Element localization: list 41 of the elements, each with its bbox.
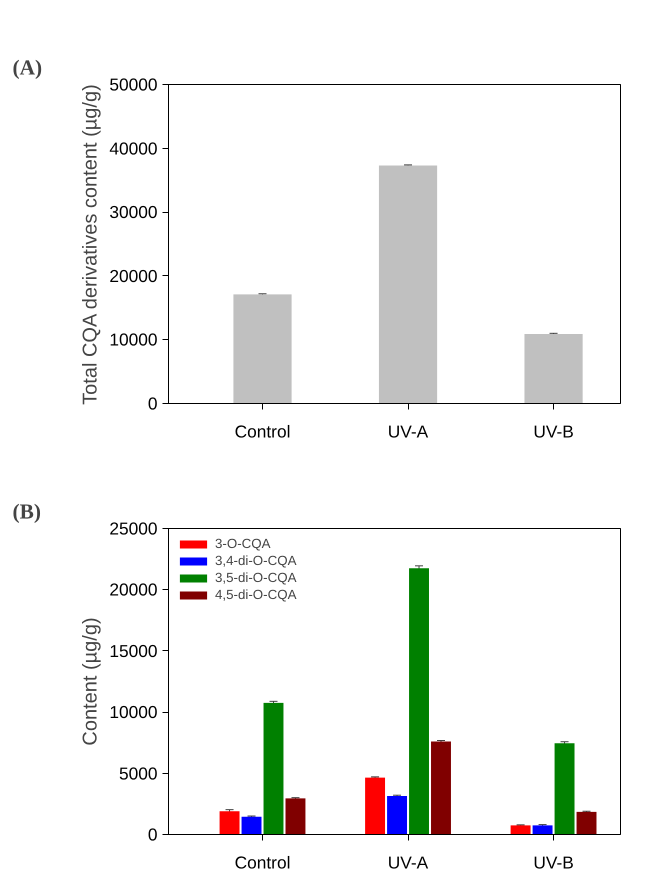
bar — [532, 825, 553, 834]
y-axis-title: Total CQA derivatives content (µg/g) — [79, 84, 102, 405]
legend-label: 3,4-di-O-CQA — [215, 553, 296, 568]
y-tick-label: 20000 — [109, 580, 158, 600]
x-tick-label: UV-A — [388, 422, 429, 442]
bar — [286, 798, 306, 834]
bar — [524, 334, 583, 404]
x-tick-label: Control — [234, 852, 290, 872]
bar — [378, 166, 438, 404]
x-tick-label: UV-A — [388, 852, 429, 872]
y-tick-label: 0 — [148, 824, 158, 844]
y-axis-title: Content (µg/g) — [79, 617, 102, 746]
y-tick-label: 25000 — [109, 518, 158, 538]
bar — [220, 811, 240, 834]
x-tick-label: Control — [234, 422, 290, 442]
bar — [431, 741, 451, 834]
legend-label: 4,5-di-O-CQA — [215, 587, 296, 602]
bar — [510, 825, 531, 834]
y-tick-label: 20000 — [109, 266, 158, 286]
bar — [576, 812, 596, 834]
bar — [365, 778, 386, 834]
x-tick-label: UV-B — [533, 422, 574, 442]
bar — [264, 702, 284, 834]
legend-label: 3-O-CQA — [215, 536, 271, 551]
chart-title: (A) — [12, 56, 42, 80]
y-tick-label: 15000 — [109, 640, 158, 661]
bar — [554, 743, 575, 834]
chart-title: (B) — [12, 500, 41, 524]
y-tick-label: 0 — [148, 394, 158, 414]
x-tick-label: UV-B — [533, 852, 574, 872]
y-tick-label: 30000 — [109, 202, 158, 222]
y-tick-label: 10000 — [109, 702, 158, 722]
y-tick-label: 10000 — [109, 330, 158, 350]
y-tick-label: 5000 — [118, 763, 158, 784]
y-tick-label: 50000 — [109, 74, 158, 94]
bar — [409, 568, 429, 834]
y-tick-label: 40000 — [109, 138, 158, 158]
legend-label: 3,5-di-O-CQA — [215, 570, 296, 585]
bar — [242, 816, 262, 834]
bar — [387, 796, 408, 834]
bar — [233, 294, 292, 404]
